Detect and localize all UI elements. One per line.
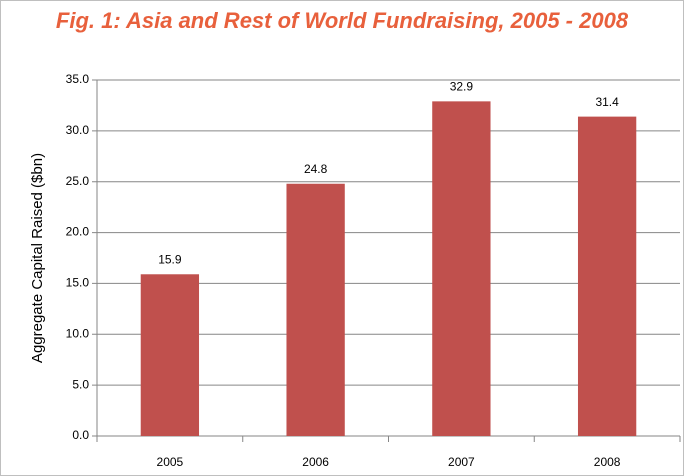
- y-tick-label: 25.0: [66, 174, 90, 188]
- x-tick-label: 2005: [157, 455, 184, 469]
- y-tick-label: 5.0: [72, 377, 89, 391]
- x-tick-label: 2008: [594, 455, 621, 469]
- bar: [577, 116, 637, 437]
- y-tick-label: 15.0: [66, 276, 90, 290]
- data-label: 31.4: [595, 95, 619, 109]
- data-label: 15.9: [158, 252, 182, 266]
- chart-title: Fig. 1: Asia and Rest of World Fundraisi…: [55, 8, 629, 33]
- x-tick-label: 2007: [448, 455, 475, 469]
- y-tick-label: 30.0: [66, 123, 90, 137]
- bar: [286, 183, 345, 436]
- y-axis-label: Aggregate Capital Raised ($bn): [29, 153, 46, 363]
- bar: [432, 101, 491, 437]
- bar: [140, 274, 200, 436]
- data-label: 24.8: [304, 162, 328, 176]
- y-tick-label: 0.0: [72, 428, 89, 442]
- y-tick-label: 10.0: [66, 326, 90, 340]
- y-tick-label: 20.0: [66, 225, 90, 239]
- data-label: 32.9: [450, 80, 474, 94]
- x-tick-label: 2006: [302, 455, 329, 469]
- y-tick-label: 35.0: [66, 72, 90, 86]
